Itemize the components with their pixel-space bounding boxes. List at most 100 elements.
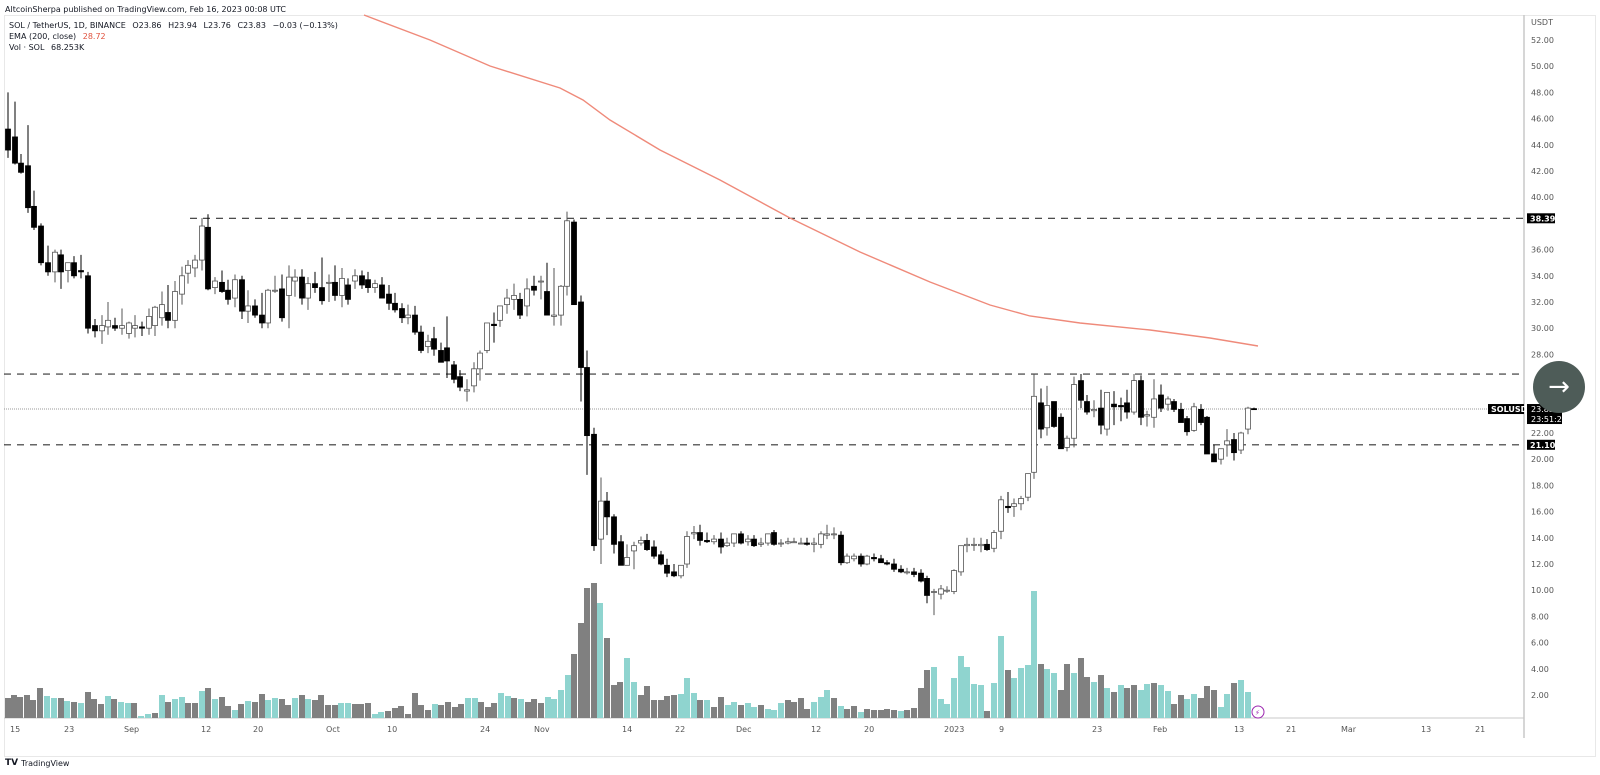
candle-down[interactable] xyxy=(18,162,24,173)
candle-down[interactable] xyxy=(618,541,624,566)
candle-down[interactable] xyxy=(457,376,463,388)
candle-up[interactable] xyxy=(1091,409,1097,412)
candle-up[interactable] xyxy=(971,543,977,546)
candle-up[interactable] xyxy=(1011,503,1017,507)
candle-down[interactable] xyxy=(25,165,31,209)
candle-down[interactable] xyxy=(1038,402,1044,430)
candle-down[interactable] xyxy=(112,325,118,329)
candle-down[interactable] xyxy=(544,291,550,316)
candle-down[interactable] xyxy=(1118,405,1124,408)
symbol-label[interactable]: SOL / TetherUS, 1D, BINANCE xyxy=(9,21,126,30)
candle-down[interactable] xyxy=(571,221,577,306)
candle-up[interactable] xyxy=(1224,440,1230,446)
candle-up[interactable] xyxy=(497,305,503,321)
candle-up[interactable] xyxy=(631,545,637,552)
candle-up[interactable] xyxy=(1144,414,1150,417)
ema-200-line[interactable] xyxy=(363,14,1259,347)
candle-up[interactable] xyxy=(711,538,717,543)
candle-down[interactable] xyxy=(1204,416,1210,455)
candle-down[interactable] xyxy=(578,301,584,368)
candle-up[interactable] xyxy=(52,251,58,273)
candle-down[interactable] xyxy=(491,323,497,326)
candle-up[interactable] xyxy=(152,306,158,326)
candle-up[interactable] xyxy=(785,541,791,544)
candle-down[interactable] xyxy=(359,275,365,286)
candle-down[interactable] xyxy=(1178,409,1184,423)
candle-up[interactable] xyxy=(938,588,944,595)
candle-down[interactable] xyxy=(1111,403,1117,408)
candle-down[interactable] xyxy=(444,347,450,362)
candle-up[interactable] xyxy=(1044,405,1050,429)
candle-up[interactable] xyxy=(524,288,530,307)
candle-up[interactable] xyxy=(564,220,570,287)
candle-up[interactable] xyxy=(1071,384,1077,439)
candle-up[interactable] xyxy=(824,533,830,536)
candle-down[interactable] xyxy=(891,563,897,570)
candle-up[interactable] xyxy=(292,276,298,282)
candle-down[interactable] xyxy=(1198,409,1204,423)
candle-up[interactable] xyxy=(99,325,105,332)
candle-down[interactable] xyxy=(671,571,677,577)
candle-down[interactable] xyxy=(697,532,703,541)
candle-down[interactable] xyxy=(365,279,371,288)
candle-up[interactable] xyxy=(126,322,132,334)
candle-up[interactable] xyxy=(305,283,311,299)
candle-up[interactable] xyxy=(105,319,111,328)
candle-up[interactable] xyxy=(1025,473,1031,498)
candle-down[interactable] xyxy=(5,128,11,151)
candle-down[interactable] xyxy=(139,326,145,329)
candle-up[interactable] xyxy=(179,275,185,295)
candle-down[interactable] xyxy=(1084,401,1090,413)
candle-up[interactable] xyxy=(691,532,697,535)
candle-up[interactable] xyxy=(778,542,784,545)
candle-down[interactable] xyxy=(379,284,385,299)
candle-up[interactable] xyxy=(998,499,1004,532)
candle-down[interactable] xyxy=(1051,401,1057,427)
candle-up[interactable] xyxy=(798,542,804,545)
candle-down[interactable] xyxy=(1098,407,1104,426)
candle-up[interactable] xyxy=(265,289,271,324)
candle-up[interactable] xyxy=(286,276,292,296)
candle-up[interactable] xyxy=(232,279,238,299)
candle-down[interactable] xyxy=(1171,401,1177,410)
candle-up[interactable] xyxy=(818,533,824,545)
candle-down[interactable] xyxy=(45,262,51,273)
candle-down[interactable] xyxy=(85,275,91,329)
candle-up[interactable] xyxy=(904,571,910,574)
candle-down[interactable] xyxy=(651,546,657,557)
ema-label[interactable]: EMA (200, close) xyxy=(9,32,77,41)
candle-down[interactable] xyxy=(1005,505,1011,509)
candle-up[interactable] xyxy=(1245,407,1251,430)
candle-up[interactable] xyxy=(1018,498,1024,505)
candle-down[interactable] xyxy=(205,226,211,290)
candle-down[interactable] xyxy=(165,312,171,321)
candle-down[interactable] xyxy=(858,555,864,565)
candle-up[interactable] xyxy=(245,305,251,312)
candle-up[interactable] xyxy=(864,555,870,565)
candle-up[interactable] xyxy=(119,325,125,329)
candle-up[interactable] xyxy=(212,280,218,288)
candle-down[interactable] xyxy=(252,305,258,316)
candle-up[interactable] xyxy=(192,259,198,269)
candle-down[interactable] xyxy=(1124,402,1130,413)
candle-up[interactable] xyxy=(745,538,751,543)
candle-up[interactable] xyxy=(425,340,431,347)
candle-up[interactable] xyxy=(844,555,850,564)
candle-down[interactable] xyxy=(31,205,37,228)
candle-up[interactable] xyxy=(831,533,837,536)
candle-up[interactable] xyxy=(724,542,730,547)
candle-down[interactable] xyxy=(225,289,231,300)
candle-up[interactable] xyxy=(991,532,997,549)
candle-down[interactable] xyxy=(924,578,930,596)
go-to-realtime-button[interactable]: → xyxy=(1533,361,1585,413)
candle-up[interactable] xyxy=(511,295,517,300)
candle-down[interactable] xyxy=(531,285,537,291)
candle-up[interactable] xyxy=(598,500,604,540)
candle-down[interactable] xyxy=(911,571,917,575)
candle-up[interactable] xyxy=(958,545,964,573)
candle-down[interactable] xyxy=(738,533,744,544)
candle-down[interactable] xyxy=(644,540,650,550)
candle-up[interactable] xyxy=(1151,398,1157,418)
candle-up[interactable] xyxy=(471,368,477,387)
candle-down[interactable] xyxy=(332,281,338,296)
